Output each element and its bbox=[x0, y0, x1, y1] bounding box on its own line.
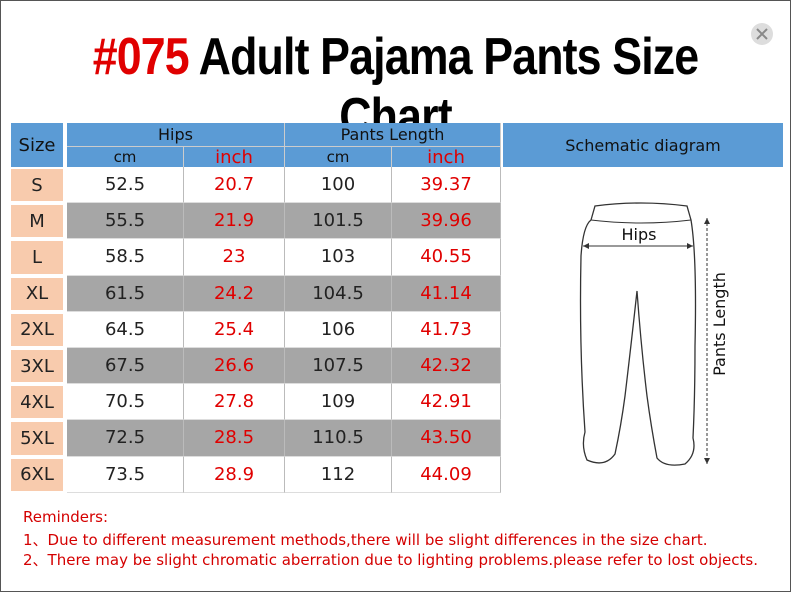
value-cell: 110.5 bbox=[285, 420, 392, 457]
close-icon[interactable] bbox=[749, 21, 775, 47]
value-cell: 41.73 bbox=[392, 311, 501, 348]
group-header: Pants Length bbox=[285, 123, 501, 147]
value-cell: 28.9 bbox=[184, 456, 285, 493]
value-cell: 100 bbox=[285, 167, 392, 204]
value-cell: 104.5 bbox=[285, 275, 392, 312]
value-cell: 112 bbox=[285, 456, 392, 493]
value-cell: 106 bbox=[285, 311, 392, 348]
reminder: 1、Due to different measurement methods,t… bbox=[23, 531, 708, 549]
value-cell: 28.5 bbox=[184, 420, 285, 457]
size-cell: S bbox=[11, 169, 63, 202]
value-cell: 26.6 bbox=[184, 348, 285, 385]
unit-header: inch bbox=[392, 147, 501, 168]
size-header: Size bbox=[11, 123, 63, 167]
unit-header: cm bbox=[67, 147, 184, 167]
group-header: Hips bbox=[67, 123, 285, 147]
value-cell: 39.37 bbox=[392, 167, 501, 204]
value-cell: 44.09 bbox=[392, 456, 501, 493]
value-cell: 109 bbox=[285, 384, 392, 421]
value-cell: 101.5 bbox=[285, 203, 392, 240]
unit-header: inch bbox=[184, 147, 285, 168]
value-cell: 73.5 bbox=[67, 456, 184, 493]
size-cell: 5XL bbox=[11, 422, 63, 455]
pants-diagram: Hips Pants Length bbox=[579, 202, 729, 466]
value-cell: 42.91 bbox=[392, 384, 501, 421]
diagram-header: Schematic diagram bbox=[503, 123, 783, 167]
value-cell: 72.5 bbox=[67, 420, 184, 457]
hips-label: Hips bbox=[622, 225, 657, 244]
value-cell: 23 bbox=[184, 239, 285, 276]
size-cell: L bbox=[11, 241, 63, 274]
value-cell: 43.50 bbox=[392, 420, 501, 457]
length-label: Pants Length bbox=[710, 272, 729, 376]
size-cell: 3XL bbox=[11, 350, 63, 383]
value-cell: 107.5 bbox=[285, 348, 392, 385]
size-cell: M bbox=[11, 205, 63, 238]
value-cell: 61.5 bbox=[67, 275, 184, 312]
value-cell: 70.5 bbox=[67, 384, 184, 421]
title: #075 Adult Pajama Pants Size Chart bbox=[56, 27, 735, 147]
code: #075 bbox=[92, 28, 190, 86]
value-cell: 41.14 bbox=[392, 275, 501, 312]
reminders-title: Reminders: bbox=[23, 508, 109, 526]
value-cell: 40.55 bbox=[392, 239, 501, 276]
title-text: Adult Pajama Pants Size Chart bbox=[198, 28, 699, 146]
value-cell: 58.5 bbox=[67, 239, 184, 276]
value-cell: 55.5 bbox=[67, 203, 184, 240]
size-cell: 4XL bbox=[11, 386, 63, 419]
unit-header: cm bbox=[285, 147, 392, 167]
size-cell: XL bbox=[11, 277, 63, 310]
size-cell: 6XL bbox=[11, 458, 63, 491]
value-cell: 67.5 bbox=[67, 348, 184, 385]
size-cell: 2XL bbox=[11, 313, 63, 346]
value-cell: 64.5 bbox=[67, 311, 184, 348]
value-cell: 20.7 bbox=[184, 167, 285, 204]
value-cell: 25.4 bbox=[184, 311, 285, 348]
reminder: 2、There may be slight chromatic aberrati… bbox=[23, 551, 758, 569]
value-cell: 39.96 bbox=[392, 203, 501, 240]
value-cell: 103 bbox=[285, 239, 392, 276]
value-cell: 21.9 bbox=[184, 203, 285, 240]
value-cell: 52.5 bbox=[67, 167, 184, 204]
value-cell: 42.32 bbox=[392, 348, 501, 385]
value-cell: 27.8 bbox=[184, 384, 285, 421]
value-cell: 24.2 bbox=[184, 275, 285, 312]
